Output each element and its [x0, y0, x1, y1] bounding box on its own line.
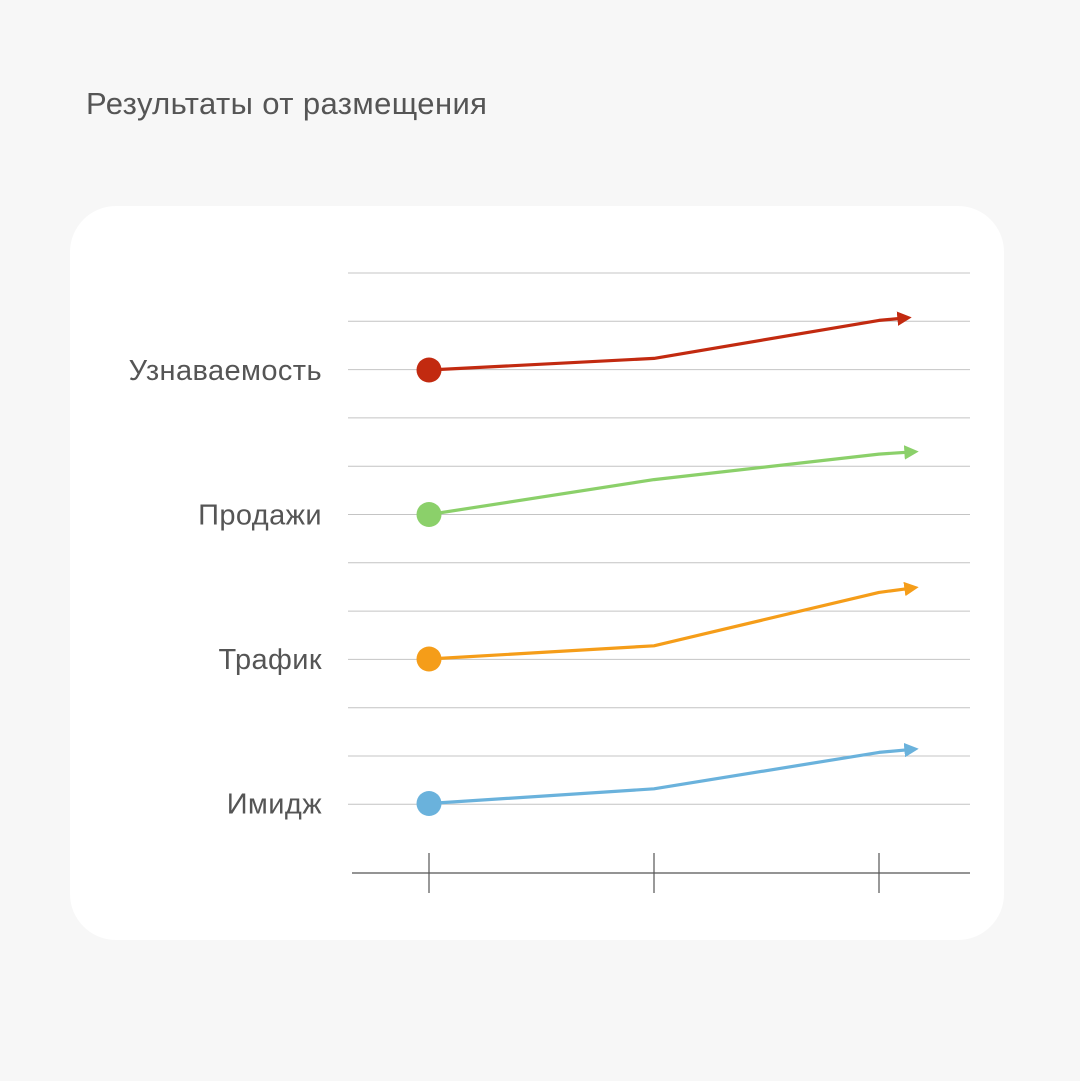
start-point — [416, 502, 442, 527]
series-1 — [416, 311, 912, 383]
gridlines — [348, 272, 970, 805]
start-point — [416, 646, 442, 672]
category-label: Узнаваемость — [129, 355, 322, 387]
series-line — [427, 311, 912, 372]
start-point — [416, 357, 442, 383]
start-point — [416, 791, 442, 816]
chart-card: Узнаваемость Продажи Трафик Имидж — [70, 206, 1004, 940]
series-lines — [416, 311, 919, 816]
series-3 — [416, 581, 919, 672]
series-line — [427, 581, 919, 661]
category-label: Имидж — [227, 789, 323, 821]
series-line — [427, 445, 919, 517]
line-chart: Узнаваемость Продажи Трафик Имидж — [129, 272, 970, 893]
series-2 — [416, 445, 919, 527]
page-title: Результаты от размещения — [86, 86, 488, 121]
x-axis — [352, 853, 970, 893]
category-labels: Узнаваемость Продажи Трафик Имидж — [129, 355, 323, 821]
series-line — [427, 742, 919, 806]
category-label: Продажи — [198, 500, 322, 532]
series-4 — [416, 742, 919, 816]
category-label: Трафик — [219, 644, 323, 676]
